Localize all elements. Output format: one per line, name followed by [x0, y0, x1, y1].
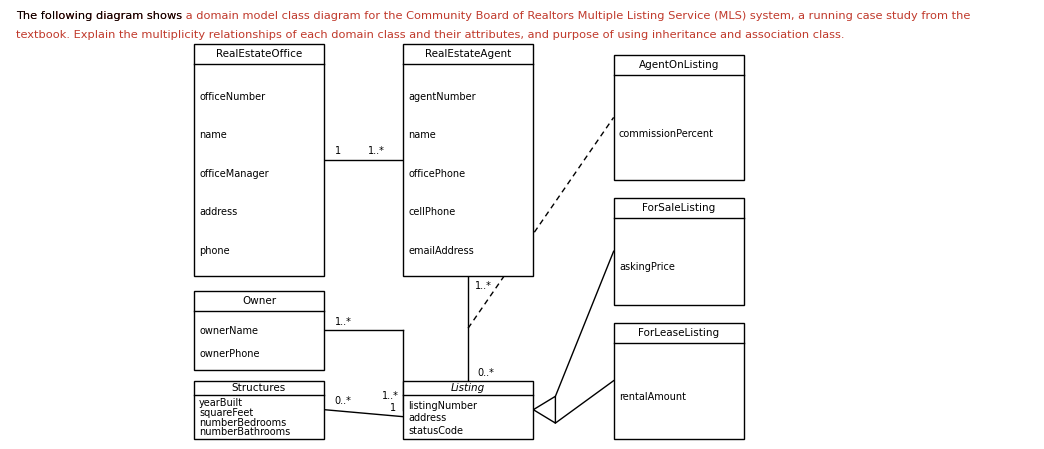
Text: officeNumber: officeNumber	[199, 92, 265, 101]
Bar	[403, 381, 533, 439]
Bar	[194, 381, 325, 439]
Text: agentNumber: agentNumber	[408, 92, 476, 101]
Text: The following diagram shows a domain model class diagram for the Community Board: The following diagram shows a domain mod…	[17, 11, 971, 21]
Text: address: address	[408, 413, 447, 423]
Text: AgentOnListing: AgentOnListing	[639, 60, 719, 70]
Text: 0..*: 0..*	[335, 396, 352, 406]
Text: 1..*: 1..*	[335, 317, 352, 327]
Text: address: address	[199, 207, 237, 217]
Text: Listing: Listing	[451, 383, 485, 393]
Text: statusCode: statusCode	[408, 426, 464, 436]
Bar	[614, 55, 744, 180]
Text: ownerName: ownerName	[199, 326, 258, 336]
Text: ownerPhone: ownerPhone	[199, 349, 260, 359]
Text: name: name	[199, 130, 227, 140]
Bar	[194, 291, 325, 370]
Bar	[194, 44, 325, 276]
Text: textbook. Explain the multiplicity relationships of each domain class and their : textbook. Explain the multiplicity relat…	[17, 31, 845, 40]
Text: emailAddress: emailAddress	[408, 246, 474, 256]
Text: officePhone: officePhone	[408, 169, 466, 179]
Text: cellPhone: cellPhone	[408, 207, 455, 217]
Text: RealEstateOffice: RealEstateOffice	[216, 49, 302, 59]
Text: officeManager: officeManager	[199, 169, 268, 179]
Text: 1..*: 1..*	[367, 146, 384, 156]
Text: commissionPercent: commissionPercent	[619, 129, 714, 140]
Text: ForLeaseListing: ForLeaseListing	[638, 328, 719, 338]
Text: Owner: Owner	[242, 296, 276, 306]
Text: Structures: Structures	[232, 383, 286, 393]
Bar	[614, 323, 744, 439]
Text: yearBuilt: yearBuilt	[199, 398, 243, 409]
Text: 1: 1	[389, 403, 396, 413]
Text: numberBedrooms: numberBedrooms	[199, 418, 286, 428]
Text: squareFeet: squareFeet	[199, 408, 254, 418]
Text: RealEstateAgent: RealEstateAgent	[425, 49, 512, 59]
Text: rentalAmount: rentalAmount	[619, 392, 686, 402]
Text: listingNumber: listingNumber	[408, 401, 477, 411]
Text: phone: phone	[199, 246, 230, 256]
Bar	[614, 198, 744, 305]
Text: name: name	[408, 130, 435, 140]
Text: 1..*: 1..*	[381, 391, 399, 401]
Text: 0..*: 0..*	[477, 368, 494, 378]
Text: The following diagram shows: The following diagram shows	[17, 11, 186, 21]
Text: ForSaleListing: ForSaleListing	[642, 203, 715, 213]
Text: numberBathrooms: numberBathrooms	[199, 427, 290, 437]
Text: 1: 1	[335, 146, 341, 156]
Bar	[403, 44, 533, 276]
Text: askingPrice: askingPrice	[619, 262, 674, 272]
Text: 1..*: 1..*	[475, 281, 492, 291]
